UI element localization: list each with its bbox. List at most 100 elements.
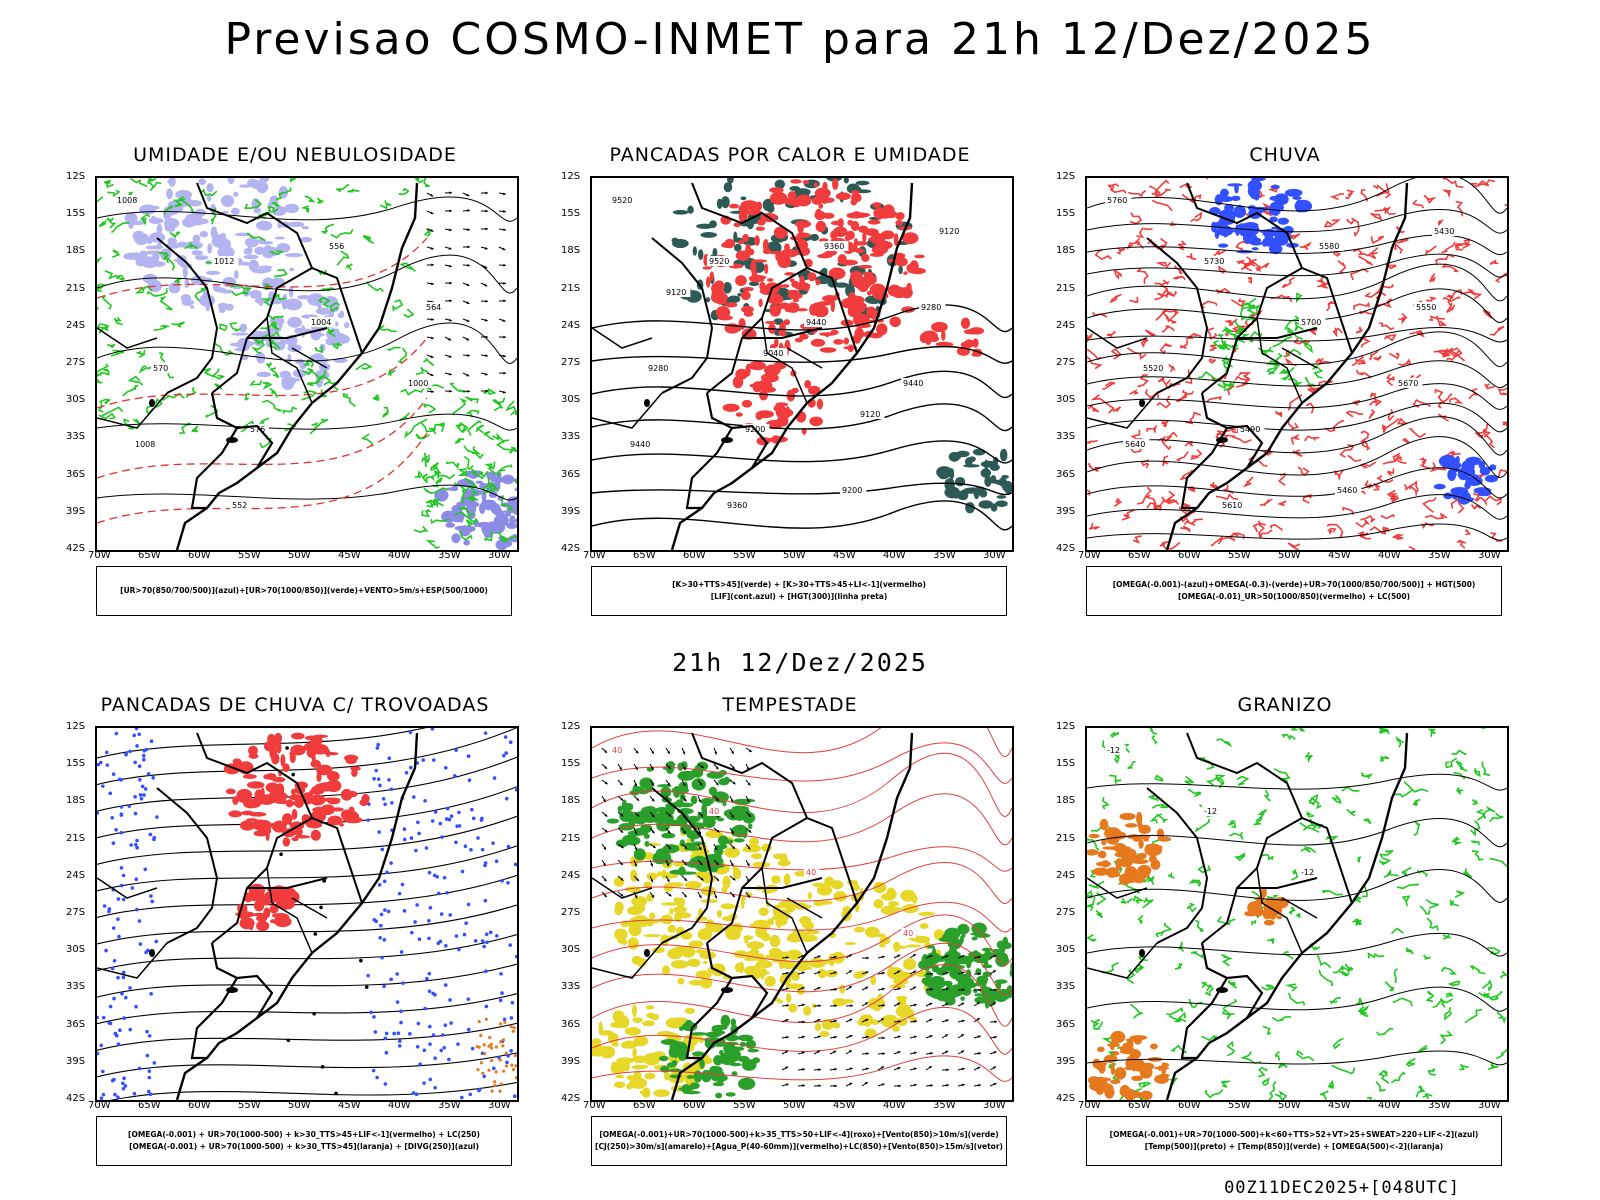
lon-tick-label: 65W bbox=[138, 1100, 161, 1111]
panel-title: PANCADAS DE CHUVA C/ TROVOADAS bbox=[100, 694, 490, 716]
lat-tick-label: 36S bbox=[1056, 468, 1076, 480]
lat-tick-label: 30S bbox=[1056, 944, 1076, 956]
panel-title: PANCADAS POR CALOR E UMIDADE bbox=[609, 144, 971, 166]
lat-tick-label: 33S bbox=[1056, 431, 1076, 443]
lon-tick-label: 70W bbox=[88, 1100, 111, 1111]
lat-tick-label: 39S bbox=[66, 1055, 86, 1067]
lat-tick-label: 12S bbox=[561, 171, 581, 182]
panel-legend: [OMEGA(-0.001)+UR>70(1000-500)+k>35_TTS>… bbox=[591, 1116, 1007, 1166]
panel-legend: [UR>70(850/700/500)](azul)+[UR>70(1000/8… bbox=[96, 566, 512, 616]
lat-tick-label: 21S bbox=[1056, 282, 1076, 294]
lat-tick-label: 36S bbox=[561, 468, 581, 480]
lat-tick-label: 39S bbox=[66, 505, 86, 517]
lat-tick-label: 36S bbox=[561, 1018, 581, 1030]
legend-line: [UR>70(850/700/500)](azul)+[UR>70(1000/8… bbox=[120, 586, 488, 595]
main-title: Previsao COSMO-INMET para 21h 12/Dez/202… bbox=[224, 14, 1376, 65]
lon-tick-label: 60W bbox=[188, 550, 211, 561]
lon-tick-label: 45W bbox=[833, 1100, 856, 1111]
lat-tick-label: 15S bbox=[1056, 208, 1076, 220]
lon-tick-label: 70W bbox=[583, 550, 606, 561]
lat-tick-label: 18S bbox=[1056, 245, 1076, 257]
panel-title: UMIDADE E/OU NEBULOSIDADE bbox=[133, 144, 457, 166]
lat-tick-label: 39S bbox=[1056, 1055, 1076, 1067]
coastline-borders bbox=[97, 732, 419, 1100]
contour-labels: 40 40 40 40 bbox=[610, 745, 917, 938]
lon-tick-label: 60W bbox=[1178, 1100, 1201, 1111]
lat-tick-label: 33S bbox=[561, 981, 581, 993]
lat-tick-label: 15S bbox=[66, 208, 86, 220]
omega500-orange bbox=[1087, 811, 1172, 886]
lat-tick-label: 33S bbox=[66, 981, 86, 993]
lon-tick-label: 30W bbox=[488, 550, 511, 561]
lat-tick-label: 27S bbox=[66, 907, 86, 918]
lat-tick-label: 39S bbox=[561, 1055, 581, 1067]
lon-tick-label: 55W bbox=[238, 1100, 261, 1111]
lat-tick-label: 24S bbox=[561, 869, 581, 881]
instability-shading-red bbox=[702, 178, 926, 358]
lat-tick-label: 18S bbox=[1056, 795, 1076, 807]
wind-vectors bbox=[426, 191, 507, 394]
omega500-orange bbox=[1244, 887, 1289, 926]
lon-tick-label: 45W bbox=[338, 550, 361, 561]
contour-label: 1012 bbox=[214, 257, 234, 266]
forecast-map: 5760 5730 5700 5670 5640 5610 5580 5550 5520 5490… bbox=[1085, 176, 1509, 552]
contour-label: 576 bbox=[250, 425, 265, 434]
omega500-orange bbox=[1087, 1030, 1170, 1100]
coastline-borders bbox=[1087, 732, 1409, 1100]
lat-tick-label: 30S bbox=[1056, 394, 1076, 406]
contour-label: 552 bbox=[232, 501, 247, 510]
lon-tick-label: 65W bbox=[1128, 550, 1151, 561]
lat-tick-label: 30S bbox=[561, 944, 581, 956]
contour-labels: 9520 9520 9440 9440 9440 9360 9360 9280 9280 9200… bbox=[610, 195, 964, 510]
lon-tick-label: 55W bbox=[1228, 550, 1251, 561]
thunderstorm-shading-red bbox=[223, 732, 370, 847]
contour-label: 570 bbox=[153, 364, 168, 373]
wind850-shading-green bbox=[659, 1014, 760, 1099]
panel-legend: [OMEGA(-0.001)-(azul)+OMEGA(-0.3)-(verde… bbox=[1086, 566, 1502, 616]
lon-tick-label: 40W bbox=[1378, 1100, 1401, 1111]
lon-tick-label: 50W bbox=[1278, 550, 1301, 561]
lat-tick-label: 33S bbox=[561, 431, 581, 443]
contour-label: 9520 bbox=[612, 196, 632, 205]
legend-line: [CJ(250)>30m/s](amarelo)+[Agua_P(40-60mm… bbox=[595, 1142, 1003, 1151]
panel-legend: [K>30+TTS>45](verde) + [K>30+TTS>45+LI<-… bbox=[591, 566, 1007, 616]
lat-tick-label: 27S bbox=[1056, 357, 1076, 368]
contour-label: 564 bbox=[426, 303, 441, 312]
lon-tick-label: 60W bbox=[1178, 550, 1201, 561]
lat-tick-label: 36S bbox=[1056, 1018, 1076, 1030]
humidity-shading-blue bbox=[229, 286, 350, 391]
coastline-borders bbox=[592, 732, 914, 1100]
lon-tick-label: 40W bbox=[388, 550, 411, 561]
legend-line: [OMEGA(-0.001)+UR>70(1000-500)+k<60+TTS>… bbox=[1109, 1130, 1479, 1139]
coastline-borders bbox=[592, 182, 914, 550]
lon-tick-label: 65W bbox=[633, 550, 656, 561]
lon-tick-label: 40W bbox=[388, 1100, 411, 1111]
contour-label: 1000 bbox=[408, 379, 428, 388]
geopotential-height-500 bbox=[1087, 178, 1507, 541]
coastline-borders bbox=[1087, 182, 1409, 550]
contour-label: 5460 bbox=[1337, 486, 1357, 495]
contour-label: 1008 bbox=[135, 440, 155, 449]
humidity-contour-green bbox=[400, 382, 517, 549]
lat-tick-label: 42S bbox=[1056, 543, 1076, 554]
lon-tick-label: 45W bbox=[1328, 550, 1351, 561]
contour-label: 9200 bbox=[842, 486, 862, 495]
contour-label: 9040 bbox=[763, 349, 783, 358]
lon-tick-label: 35W bbox=[438, 550, 461, 561]
contour-label: 9120 bbox=[939, 227, 959, 236]
contour-labels: 1008 1012 1004 1000 1008 552 556 564 570 576 bbox=[115, 195, 445, 510]
lat-tick-label: 42S bbox=[66, 543, 86, 554]
contour-label: 5760 bbox=[1107, 196, 1127, 205]
instability-shading-green bbox=[936, 448, 1012, 514]
thickness-dashed-red bbox=[97, 237, 428, 524]
humidity-shading-blue bbox=[123, 178, 313, 314]
contour-label: 9440 bbox=[630, 440, 650, 449]
lat-tick-label: 15S bbox=[561, 758, 581, 770]
contour-label: 9120 bbox=[860, 410, 880, 419]
contour-label: 40 bbox=[709, 807, 719, 816]
lon-tick-label: 65W bbox=[633, 1100, 656, 1111]
lat-tick-label: 21S bbox=[1056, 832, 1076, 844]
forecast-map: 1008 1012 1004 1000 1008 552 556 564 570 576 bbox=[95, 176, 519, 552]
lat-tick-label: 42S bbox=[561, 1093, 581, 1104]
lon-tick-label: 50W bbox=[288, 550, 311, 561]
